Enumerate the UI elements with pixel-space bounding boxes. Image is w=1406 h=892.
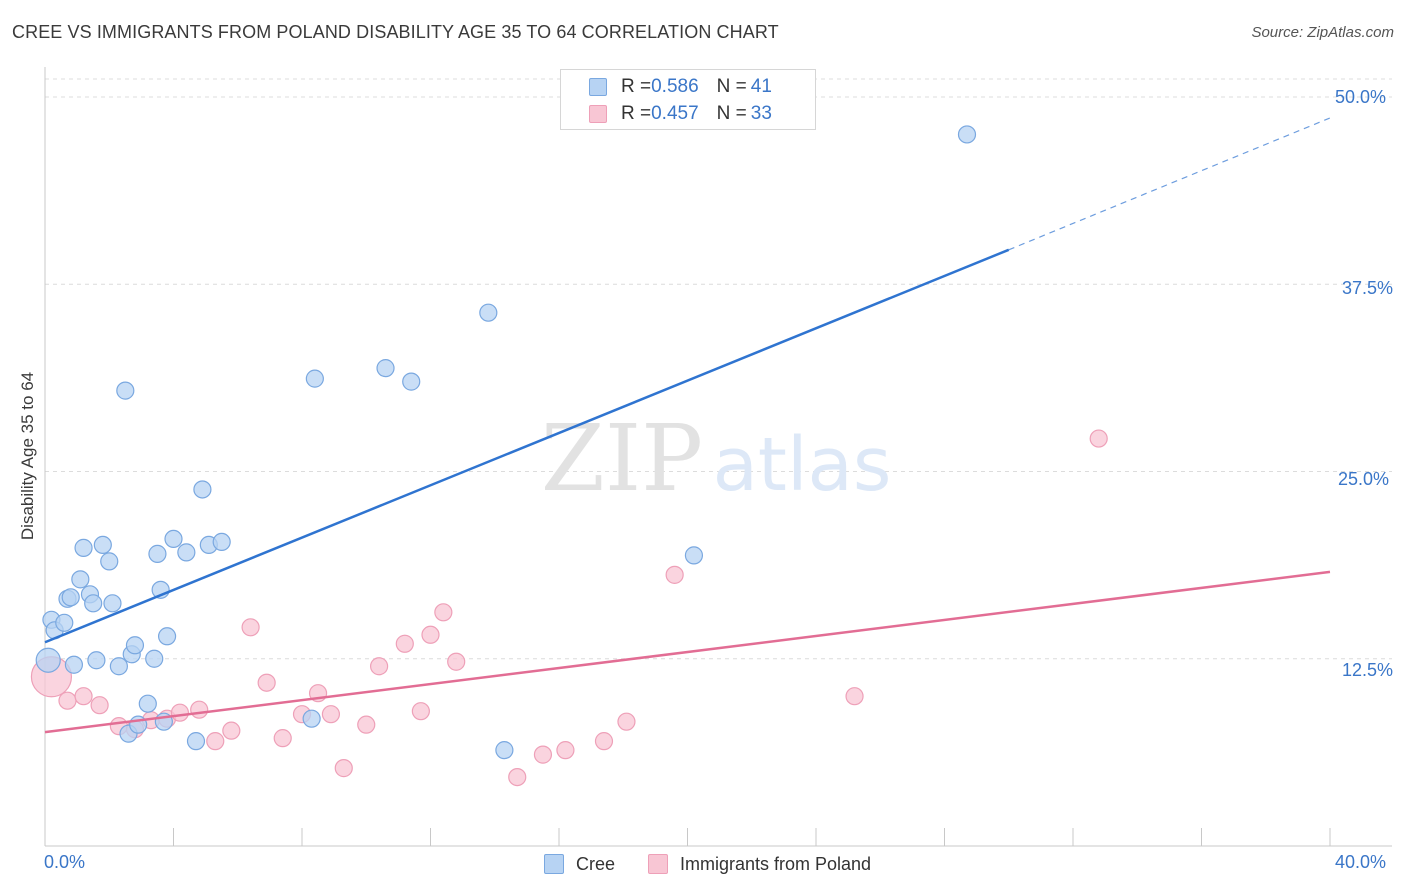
poland-point [58,691,77,710]
cree-point [193,480,212,499]
y-tick-label: 12.5% [1342,660,1394,680]
poland-point [617,712,636,731]
y-tick-label: 50.0% [1335,87,1387,107]
poland-point [190,700,209,719]
cree-point [302,709,321,728]
cree-point [93,535,112,555]
cree-point [87,651,106,670]
chart-title: CREE VS IMMIGRANTS FROM POLAND DISABILIT… [12,22,779,42]
cree-point [376,359,395,378]
poland-swatch [589,105,607,123]
cree-point [100,552,119,571]
poland-point [74,687,93,706]
poland-point [434,603,453,622]
cree-point [177,543,196,562]
cree-point [164,529,183,549]
poland-point [241,618,260,637]
poland-point [508,767,527,787]
cree-point [148,544,167,563]
poland-point [257,673,276,692]
bottom-legend-cree-label: Cree [576,853,616,874]
poland-point [334,759,353,778]
cree-swatch [544,854,564,874]
cree-point [55,613,74,632]
poland-point [321,705,341,724]
cree-point [103,594,122,613]
cree-point [402,372,421,391]
cree-point [145,649,164,668]
y-tick-label: 37.5% [1342,278,1394,298]
poland-point [594,732,614,751]
bottom-legend-cree: Cree [544,852,615,876]
poland-point [845,687,864,706]
cree-point [212,532,231,552]
axes [44,67,1392,847]
legend-row-poland: R = 0.457 N = 33 [589,103,772,125]
watermark-atlas: atlas [713,422,892,508]
legend-box: R = 0.586 N = 41 R = 0.457 N = 33 [560,69,816,130]
cree-swatch [589,78,607,96]
cree-point [64,655,84,674]
cree-point [109,657,128,676]
poland-point [90,696,109,715]
cree-point [84,594,103,613]
bottom-legend-poland-label: Immigrants from Poland [680,853,872,874]
cree-point [125,636,145,655]
cree-point [74,538,93,557]
poland-point [1089,429,1108,448]
poland-point [170,703,190,722]
cree-point [186,732,206,751]
legend-r-label: R = [621,103,652,124]
cree-point [71,570,90,589]
cree-trend-extension [1008,117,1331,251]
legend-r-value: 0.457 [651,103,699,124]
cree-point [305,369,324,388]
poland-point [447,652,466,671]
poland-point [665,565,684,584]
poland-point [222,721,241,740]
poland-point [411,702,430,721]
legend-row-cree: R = 0.586 N = 41 [589,76,772,98]
source-label: Source: ZipAtlas.com [1251,24,1394,41]
poland-point [357,715,376,734]
poland-swatch [648,854,668,874]
legend-n-label: N = [716,76,747,97]
poland-trend-line [44,570,1331,734]
cree-point [684,546,704,565]
cree-point [61,588,80,607]
legend-r-value: 0.586 [651,76,699,97]
poland-point [273,729,292,748]
y-tick-label: 25.0% [1338,469,1390,489]
poland-point [206,732,225,751]
x-tick-min: 0.0% [44,852,86,872]
cree-point [157,627,177,646]
watermark: ZIP atlas [541,405,892,512]
cree-series [35,125,977,760]
cree-point [495,741,514,760]
trend-lines [44,117,1331,734]
bottom-legend-poland: Immigrants from Poland [648,852,871,876]
legend-n-label: N = [716,103,747,124]
poland-point [421,625,440,644]
poland-point [533,745,553,764]
cree-point [957,125,977,144]
poland-point [395,634,414,653]
legend-n-value: 41 [750,76,772,97]
cree-point [35,647,61,673]
cree-point [116,381,135,400]
cree-point [138,694,157,713]
legend-r-label: R = [621,76,652,97]
legend-n-value: 33 [750,103,772,124]
poland-point [370,657,389,676]
watermark-zip: ZIP [541,405,703,512]
cree-point [479,303,498,322]
cree-trend-line [44,248,1010,644]
poland-point [556,741,575,760]
x-tick-max: 40.0% [1335,852,1387,872]
